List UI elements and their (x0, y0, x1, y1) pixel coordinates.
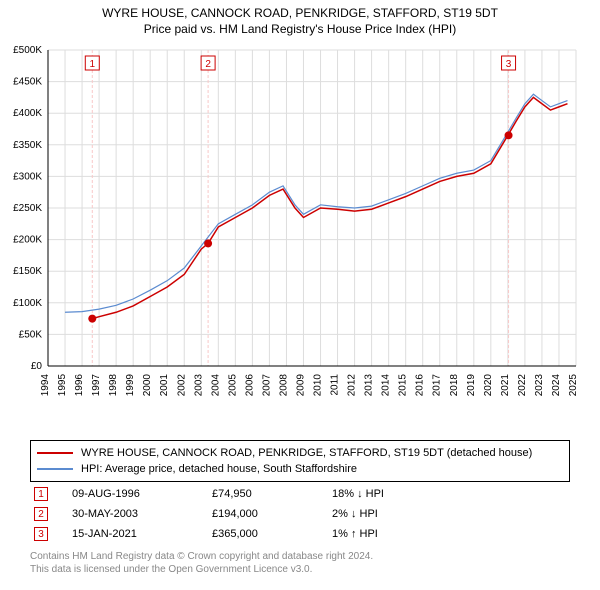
footer: Contains HM Land Registry data © Crown c… (30, 550, 570, 576)
svg-text:2013: 2013 (364, 374, 375, 397)
svg-text:£100K: £100K (13, 298, 42, 309)
svg-text:£400K: £400K (13, 108, 42, 119)
svg-text:2015: 2015 (398, 374, 409, 397)
svg-text:2001: 2001 (159, 374, 170, 397)
svg-text:2009: 2009 (295, 374, 306, 397)
markers-table: 1 09-AUG-1996 £74,950 18% ↓ HPI 2 30-MAY… (30, 484, 570, 544)
marker-date-3: 15-JAN-2021 (72, 528, 212, 540)
svg-text:1994: 1994 (40, 374, 51, 397)
svg-text:2007: 2007 (261, 374, 272, 397)
titles: WYRE HOUSE, CANNOCK ROAD, PENKRIDGE, STA… (0, 0, 600, 36)
marker-row-3: 3 15-JAN-2021 £365,000 1% ↑ HPI (30, 524, 570, 544)
title-main: WYRE HOUSE, CANNOCK ROAD, PENKRIDGE, STA… (0, 6, 600, 20)
marker-badge-1: 1 (34, 487, 48, 501)
footer-line-2: This data is licensed under the Open Gov… (30, 563, 570, 576)
svg-text:£250K: £250K (13, 203, 42, 214)
chart-area: £0£50K£100K£150K£200K£250K£300K£350K£400… (48, 46, 582, 416)
svg-text:2011: 2011 (330, 374, 341, 396)
svg-text:£300K: £300K (13, 171, 42, 182)
svg-text:2021: 2021 (500, 374, 511, 397)
title-sub: Price paid vs. HM Land Registry's House … (0, 22, 600, 36)
marker-row-2: 2 30-MAY-2003 £194,000 2% ↓ HPI (30, 504, 570, 524)
footer-line-1: Contains HM Land Registry data © Crown c… (30, 550, 570, 563)
marker-date-1: 09-AUG-1996 (72, 488, 212, 500)
chart-container: WYRE HOUSE, CANNOCK ROAD, PENKRIDGE, STA… (0, 0, 600, 590)
marker-badge-3: 3 (34, 527, 48, 541)
legend-swatch-subject (37, 452, 73, 454)
svg-text:2000: 2000 (142, 374, 153, 397)
svg-text:1999: 1999 (125, 374, 136, 397)
legend-swatch-hpi (37, 468, 73, 470)
svg-text:2003: 2003 (193, 374, 204, 397)
marker-badge-2: 2 (34, 507, 48, 521)
svg-text:2023: 2023 (534, 374, 545, 397)
svg-text:2014: 2014 (381, 374, 392, 397)
svg-text:£50K: £50K (19, 329, 43, 340)
svg-text:2022: 2022 (517, 374, 528, 397)
marker-hpi-1: 18% ↓ HPI (332, 488, 452, 500)
marker-hpi-3: 1% ↑ HPI (332, 528, 452, 540)
legend-row-subject: WYRE HOUSE, CANNOCK ROAD, PENKRIDGE, STA… (37, 445, 563, 461)
svg-text:2006: 2006 (244, 374, 255, 397)
chart-svg: £0£50K£100K£150K£200K£250K£300K£350K£400… (48, 46, 582, 416)
marker-price-1: £74,950 (212, 488, 332, 500)
svg-text:1998: 1998 (108, 374, 119, 397)
svg-text:1997: 1997 (91, 374, 102, 397)
svg-text:2016: 2016 (415, 374, 426, 397)
svg-text:£150K: £150K (13, 266, 42, 277)
svg-text:£500K: £500K (13, 45, 42, 56)
svg-text:1996: 1996 (74, 374, 85, 397)
svg-text:2002: 2002 (176, 374, 187, 397)
legend-row-hpi: HPI: Average price, detached house, Sout… (37, 461, 563, 477)
svg-text:1995: 1995 (57, 374, 68, 397)
svg-text:2005: 2005 (227, 374, 238, 397)
marker-row-1: 1 09-AUG-1996 £74,950 18% ↓ HPI (30, 484, 570, 504)
svg-text:2020: 2020 (483, 374, 494, 397)
svg-text:2024: 2024 (551, 374, 562, 397)
svg-text:£200K: £200K (13, 235, 42, 246)
svg-text:3: 3 (506, 59, 512, 70)
svg-text:2018: 2018 (449, 374, 460, 397)
svg-text:2008: 2008 (278, 374, 289, 397)
svg-text:2: 2 (205, 59, 211, 70)
svg-text:2010: 2010 (313, 374, 324, 397)
legend: WYRE HOUSE, CANNOCK ROAD, PENKRIDGE, STA… (30, 440, 570, 482)
svg-text:2012: 2012 (347, 374, 358, 397)
svg-text:2019: 2019 (466, 374, 477, 397)
marker-date-2: 30-MAY-2003 (72, 508, 212, 520)
marker-price-2: £194,000 (212, 508, 332, 520)
marker-hpi-2: 2% ↓ HPI (332, 508, 452, 520)
svg-text:£450K: £450K (13, 77, 42, 88)
legend-label-subject: WYRE HOUSE, CANNOCK ROAD, PENKRIDGE, STA… (81, 447, 532, 459)
svg-text:2025: 2025 (568, 374, 579, 397)
svg-text:£0: £0 (31, 361, 43, 372)
svg-text:£350K: £350K (13, 140, 42, 151)
svg-text:1: 1 (90, 59, 96, 70)
svg-text:2017: 2017 (432, 374, 443, 397)
marker-price-3: £365,000 (212, 528, 332, 540)
legend-label-hpi: HPI: Average price, detached house, Sout… (81, 463, 357, 475)
svg-text:2004: 2004 (210, 374, 221, 397)
